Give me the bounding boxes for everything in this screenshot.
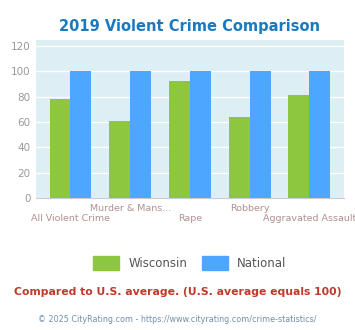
Text: Aggravated Assault: Aggravated Assault [263,214,355,223]
Bar [50,99,70,198]
Text: Compared to U.S. average. (U.S. average equals 100): Compared to U.S. average. (U.S. average … [14,287,341,297]
Legend: Wisconsin, National: Wisconsin, National [89,251,291,275]
Text: Murder & Mans...: Murder & Mans... [89,204,171,213]
Bar [310,71,330,198]
Bar [70,71,91,198]
Bar [130,71,151,198]
Title: 2019 Violent Crime Comparison: 2019 Violent Crime Comparison [59,19,321,34]
Text: Rape: Rape [178,214,202,223]
Bar [109,121,130,198]
Bar [289,95,310,198]
Bar [190,71,211,198]
Bar [250,71,271,198]
Text: Robbery: Robbery [230,204,269,213]
Text: All Violent Crime: All Violent Crime [31,214,110,223]
Text: © 2025 CityRating.com - https://www.cityrating.com/crime-statistics/: © 2025 CityRating.com - https://www.city… [38,315,317,324]
Bar [169,82,190,198]
Bar [229,117,250,198]
